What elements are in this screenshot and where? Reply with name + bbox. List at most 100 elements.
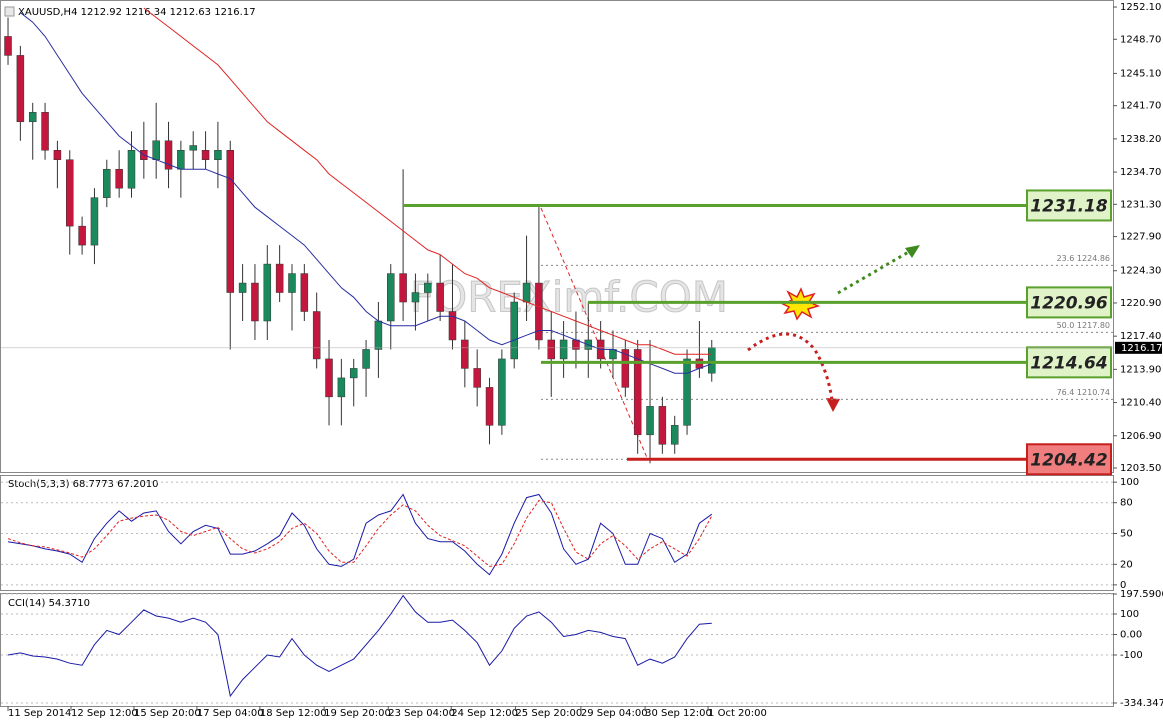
candle-body: [66, 159, 74, 227]
x-tick-label: 17 Sep 04:00: [197, 708, 264, 719]
candle-body: [115, 168, 123, 189]
annotations: [747, 245, 920, 412]
candle-body: [189, 145, 197, 151]
candle-body: [510, 301, 518, 360]
y-tick-label: -100: [1120, 650, 1143, 661]
candle-body: [498, 358, 506, 426]
candle-body: [436, 282, 444, 312]
level-box: [1026, 443, 1112, 476]
candle-body: [535, 282, 543, 341]
symbol-icon: [4, 6, 15, 17]
candle-body: [53, 150, 62, 160]
y-tick-label: 1206.90: [1120, 431, 1161, 442]
up-arrow-head: [905, 245, 920, 258]
candle-body: [177, 150, 185, 170]
y-tick-label: 100: [1120, 477, 1139, 488]
panels: [0, 0, 1114, 707]
indicator-line: [7, 594, 712, 698]
candle-body: [362, 349, 370, 369]
x-tick-label: 19 Sep 20:00: [324, 708, 391, 719]
x-tick-label: 18 Sep 12:00: [260, 708, 327, 719]
y-tick-label: 1245.10: [1120, 68, 1161, 79]
candle-body: [337, 377, 346, 398]
x-tick-label: 1 Oct 20:00: [708, 708, 767, 719]
y-tick-label: 100: [1120, 609, 1139, 620]
x-tick-label: 12 Sep 12:00: [71, 708, 138, 719]
candle-body: [349, 368, 358, 379]
candle-body: [325, 358, 333, 398]
candle-body: [275, 263, 284, 293]
candle-body: [621, 349, 630, 388]
cci-panel: [0, 593, 1114, 707]
y-tick-label: 197.5906: [1120, 589, 1163, 600]
y-tick-label: 1252.10: [1120, 2, 1161, 13]
y-tick-label: 1248.70: [1120, 34, 1161, 45]
candle-body: [658, 406, 667, 445]
level-box: [1026, 346, 1112, 379]
y-tick-label: 50: [1120, 529, 1133, 540]
candle-body: [473, 368, 481, 388]
candle-body: [41, 112, 49, 151]
indicator-line: [7, 493, 713, 576]
y-tick-label: 0: [1120, 580, 1126, 591]
stoch-panel: [0, 475, 1114, 591]
y-tick-label: 1231.30: [1120, 199, 1161, 210]
candle-body: [424, 282, 432, 293]
candle-body: [646, 406, 654, 436]
breakout-star: [781, 287, 821, 321]
watermark: FOREXimf.COM: [410, 273, 728, 322]
candle-body: [461, 339, 469, 369]
candle-body: [16, 55, 25, 123]
y-tick-label: -334.3479: [1120, 698, 1163, 709]
candle-body: [559, 339, 568, 360]
candle-body: [263, 263, 272, 322]
x-tick-label: 30 Sep 12:00: [645, 708, 712, 719]
candle-body: [300, 273, 309, 312]
y-tick-label: 1224.30: [1120, 266, 1161, 277]
candle-body: [485, 387, 494, 426]
x-tick-label: 24 Sep 12:00: [451, 708, 518, 719]
level-label: 1231.18: [1030, 196, 1108, 216]
candle-body: [78, 225, 86, 246]
price-panel: [0, 0, 1114, 473]
fib-label: 50.0 1217.80: [1057, 321, 1110, 330]
y-tick-label: 0.00: [1120, 629, 1142, 640]
y-tick-label: 1238.20: [1120, 134, 1161, 145]
x-tick-label: 29 Sep 04:00: [581, 708, 648, 719]
x-tick-label: 25 Sep 20:00: [515, 708, 582, 719]
candle-body: [374, 320, 383, 350]
level-box: [1026, 286, 1112, 319]
candle-body: [4, 36, 12, 56]
candle-body: [226, 150, 235, 293]
fib-label: 76.4 1210.74: [1057, 388, 1110, 397]
candle-body: [127, 150, 136, 189]
candle-body: [387, 273, 395, 322]
last-price-label: 1216.17: [1121, 343, 1162, 354]
cci-title: CCI(14) 54.3710: [8, 598, 90, 609]
level-label: 1204.42: [1030, 450, 1107, 470]
y-tick-label: 1220.90: [1120, 298, 1161, 309]
candle-body: [28, 112, 37, 123]
x-tick-label: 15 Sep 20:00: [134, 708, 201, 719]
candle-body: [201, 150, 210, 160]
y-tick-label: 1203.50: [1120, 463, 1161, 474]
down-arrow-head: [826, 398, 840, 412]
candle-body: [90, 197, 99, 246]
y-tick-label: 20: [1120, 559, 1133, 570]
candle-body: [683, 358, 691, 426]
y-tick-label: 1210.40: [1120, 398, 1161, 409]
y-tick-label: 1241.70: [1120, 101, 1161, 112]
candle-body: [238, 282, 247, 293]
candle-body: [312, 311, 321, 360]
candle-body: [670, 425, 679, 445]
candle-body: [522, 282, 531, 303]
candle-body: [164, 140, 173, 170]
candle-body: [288, 273, 296, 293]
candle-body: [411, 292, 420, 303]
up-arrow: [837, 248, 913, 295]
fib-label: 23.6 1224.86: [1057, 254, 1110, 263]
y-tick-label: 1213.90: [1120, 364, 1161, 375]
chart-title: XAUUSD,H4 1212.92 1216.34 1212.63 1216.1…: [18, 7, 256, 18]
